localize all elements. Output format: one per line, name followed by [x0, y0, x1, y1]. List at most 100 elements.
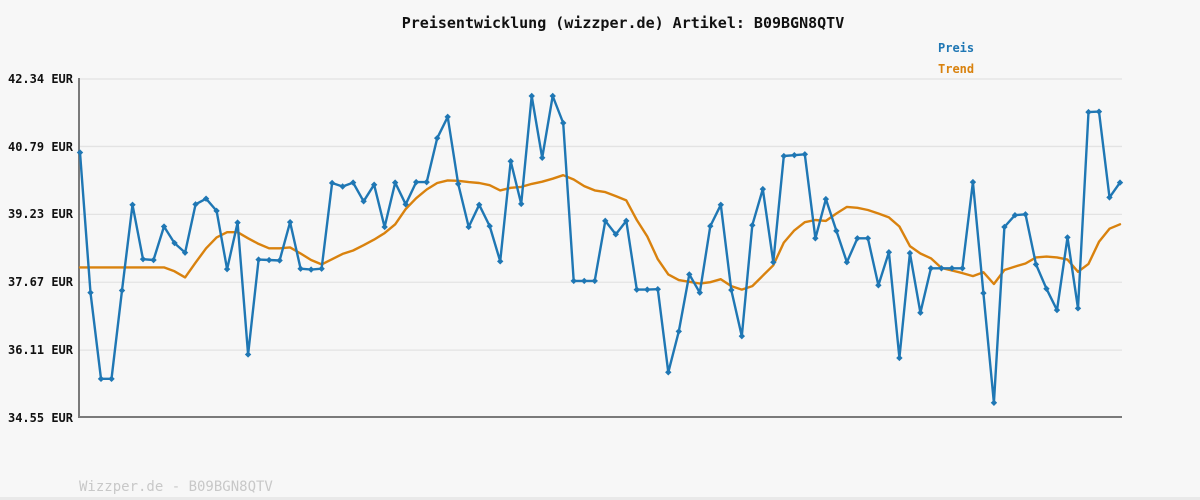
preis-point-marker: [801, 151, 809, 158]
preis-point-marker: [391, 179, 399, 186]
preis-point-marker: [1022, 211, 1029, 218]
preis-point-marker: [87, 289, 94, 296]
preis-point-marker: [213, 207, 220, 215]
preis-point-marker: [402, 201, 409, 208]
preis-point-marker: [948, 265, 956, 272]
preis-point-marker: [475, 201, 483, 208]
preis-point-marker: [1106, 194, 1113, 201]
preis-point-marker: [938, 265, 945, 272]
preis-point-marker: [738, 332, 746, 340]
preis-point-marker: [990, 399, 998, 406]
preis-point-marker: [139, 255, 147, 263]
preis-point-marker: [181, 249, 189, 256]
preis-point-marker: [602, 217, 609, 225]
preis-point-marker: [759, 185, 767, 193]
preis-point-marker: [927, 265, 935, 272]
preis-point-marker: [412, 178, 420, 186]
preis-point-marker: [560, 119, 567, 127]
preis-point-marker: [318, 265, 325, 272]
preis-point-marker: [486, 222, 493, 230]
preis-point-marker: [1053, 306, 1061, 314]
y-axis-tick-label: 40.79 EUR: [7, 140, 73, 154]
preis-point-marker: [633, 286, 640, 293]
preis-point-marker: [1011, 212, 1019, 219]
preis-point-marker: [108, 375, 115, 383]
preis-point-marker: [202, 195, 210, 202]
preis-point-marker: [591, 277, 598, 285]
preis-point-marker: [234, 219, 241, 226]
preis-point-marker: [276, 257, 283, 264]
preis-line: [78, 94, 1122, 404]
preis-point-marker: [539, 154, 546, 161]
preis-point-marker: [1074, 305, 1082, 312]
preis-point-marker: [864, 235, 872, 242]
preis-point-marker: [1116, 179, 1124, 186]
preis-point-marker: [623, 217, 630, 225]
preis-point-marker: [654, 285, 661, 293]
preis-point-marker: [686, 271, 693, 278]
preis-point-marker: [917, 309, 924, 316]
preis-point-marker: [507, 158, 514, 165]
preis-point-marker: [549, 92, 556, 100]
preis-point-marker: [696, 289, 703, 296]
preis-point-marker: [265, 256, 273, 264]
bottom-edge-strip: [0, 497, 1200, 500]
preis-point-marker: [454, 180, 462, 188]
preis-point-marker: [833, 227, 840, 235]
watermark-text: Wizzper.de - B09BGN8QTV: [79, 479, 273, 495]
y-axis-tick-label: 34.55 EUR: [7, 411, 73, 425]
preis-point-marker: [822, 195, 830, 203]
preis-point-marker: [1043, 285, 1050, 292]
preis-point-marker: [192, 201, 199, 208]
preis-point-marker: [791, 151, 798, 159]
preis-point-marker: [843, 259, 851, 266]
preis-point-marker: [1085, 108, 1092, 116]
preis-point-marker: [328, 179, 336, 187]
preis-point-marker: [581, 277, 588, 285]
preis-point-marker: [423, 178, 430, 186]
y-axis-tick-label: 42.34 EUR: [7, 72, 73, 86]
preis-point-marker: [770, 259, 777, 266]
preis-point-marker: [97, 375, 105, 383]
preis-point-marker: [307, 266, 315, 273]
chart-title: Preisentwicklung (wizzper.de) Artikel: B…: [401, 14, 845, 32]
preis-point-marker: [349, 179, 357, 186]
preis-point-marker: [528, 92, 535, 100]
preis-point-marker: [465, 223, 472, 231]
preis-point-marker: [129, 201, 136, 208]
preis-point-marker: [255, 256, 262, 263]
preis-point-marker: [812, 235, 819, 242]
preis-point-marker: [780, 152, 788, 160]
preis-point-marker: [444, 113, 451, 121]
preis-point-marker: [1032, 261, 1040, 268]
legend: Preis Trend: [938, 38, 974, 80]
preis-point-marker: [381, 223, 388, 231]
preis-point-marker: [644, 286, 651, 293]
preis-point-marker: [728, 286, 735, 294]
preis-point-marker: [1064, 234, 1071, 241]
preis-point-marker: [875, 282, 882, 289]
preis-point-marker: [370, 181, 378, 188]
preis-point-marker: [749, 222, 756, 229]
preis-point-marker: [896, 354, 903, 362]
preis-point-marker: [339, 183, 346, 190]
preis-point-marker: [297, 265, 304, 272]
preis-point-marker: [969, 178, 977, 186]
legend-item-trend: Trend: [938, 62, 975, 76]
preis-point-marker: [360, 198, 367, 205]
preis-point-marker: [1001, 223, 1008, 231]
y-axis-tick-label: 36.11 EUR: [7, 343, 73, 357]
preis-point-marker: [570, 277, 577, 285]
preis-point-marker: [497, 258, 504, 265]
preis-point-marker: [854, 235, 861, 242]
preis-point-marker: [76, 149, 84, 156]
preis-point-marker: [223, 265, 231, 273]
preis-point-marker: [433, 134, 441, 142]
preis-point-marker: [717, 201, 725, 208]
preis-point-marker: [612, 231, 619, 238]
preis-point-marker: [959, 265, 966, 272]
preis-point-marker: [160, 223, 168, 230]
preis-point-marker: [665, 369, 672, 376]
